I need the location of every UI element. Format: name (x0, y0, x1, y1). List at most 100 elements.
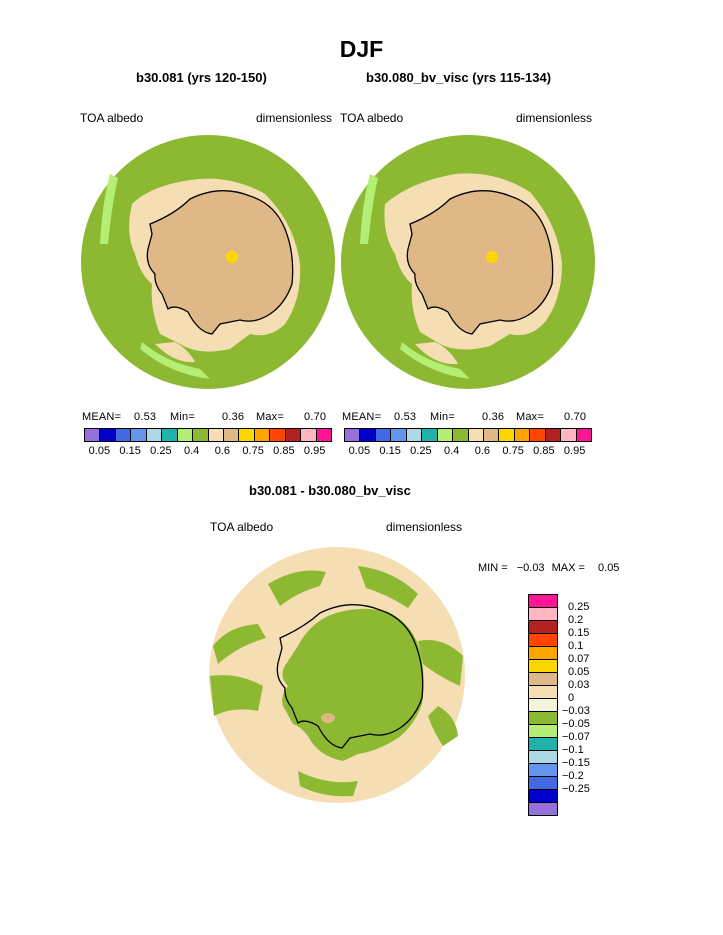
negative-difference-region (282, 608, 424, 761)
colorbar-tick-label: 0.25 (410, 445, 432, 457)
colorbar-swatch (529, 738, 557, 751)
light-green-patch (360, 174, 378, 244)
colorbar-swatch (131, 429, 147, 441)
colorbar-swatch (576, 429, 591, 441)
positive-difference-spot (321, 713, 335, 723)
antarctica-coastline (276, 604, 424, 749)
panel-1-units-label: dimensionless (256, 111, 333, 125)
panel-2-variable-label: TOA albedo (340, 111, 404, 125)
difference-variable-label: TOA albedo (210, 520, 274, 534)
colorbar-tick-label: 0.15 (568, 627, 590, 639)
colorbar-swatch (177, 429, 194, 441)
difference-title: b30.081 - b30.080_bv_visc (249, 483, 411, 498)
colorbar-tick-label: −0.15 (562, 757, 590, 769)
negative-difference-region (213, 624, 266, 664)
colorbar-swatch (223, 429, 240, 441)
colorbar-swatch (499, 429, 515, 441)
max-label: Max= (516, 411, 545, 423)
sea-ice-region (415, 342, 458, 365)
colorbar-tick-label: 0 (568, 692, 575, 704)
colorbar-tick-label: 0.4 (183, 445, 200, 457)
colorbar-swatch (375, 429, 392, 441)
negative-difference-region (418, 640, 463, 686)
max-label: MAX = (551, 562, 585, 574)
colorbar-swatch (360, 429, 376, 441)
min-value: 0.36 (222, 411, 245, 423)
colorbar-swatch (406, 429, 423, 441)
colorbar-swatch (529, 673, 557, 686)
min-value: 0.36 (482, 411, 505, 423)
colorbar-swatch (529, 803, 557, 815)
light-green-patch (140, 342, 210, 379)
colorbar-swatch (115, 429, 132, 441)
colorbar-tick-label: 0.6 (214, 445, 231, 457)
colorbar-swatch (422, 429, 438, 441)
colorbar-swatch (468, 429, 484, 441)
panel-1-variable-label: TOA albedo (80, 111, 144, 125)
difference-units-label: dimensionless (386, 520, 463, 534)
colorbar-swatch (529, 699, 557, 712)
min-label: Min= (170, 411, 195, 423)
colorbar-swatch (529, 647, 557, 660)
colorbar-swatch (316, 429, 331, 441)
colorbar-swatch (270, 429, 286, 441)
negative-difference-region (358, 566, 418, 608)
light-green-patch (400, 342, 470, 379)
colorbar-tick-label: −0.1 (562, 744, 584, 756)
difference-colorbar (528, 594, 558, 816)
colorbar-swatch (301, 429, 317, 441)
colorbar-tick-label: 0.05 (88, 445, 111, 457)
colorbar-swatch (162, 429, 178, 441)
colorbar-tick-label: 0.15 (119, 445, 141, 457)
colorbar-swatch (239, 429, 255, 441)
colorbar-swatch (529, 790, 557, 803)
colorbar-swatch (208, 429, 224, 441)
negative-difference-region (298, 771, 358, 797)
colorbar-tick-label: −0.2 (562, 770, 584, 782)
max-value: 0.05 (598, 562, 620, 574)
colorbar-swatch (530, 429, 546, 441)
colorbar-tick-label: −0.03 (562, 705, 590, 717)
panel-1-colorbar (84, 428, 332, 442)
colorbar-tick-label: 0.05 (348, 445, 371, 457)
light-green-patch (100, 174, 118, 244)
negative-difference-region (428, 706, 458, 746)
colorbar-swatch (453, 429, 469, 441)
negative-difference-region (268, 570, 326, 606)
max-value: 0.70 (304, 411, 327, 423)
colorbar-swatch (345, 429, 361, 441)
colorbar-tick-label: 0.75 (502, 445, 524, 457)
colorbar-tick-label: 0.25 (568, 601, 590, 613)
colorbar-tick-label: 0.85 (533, 445, 555, 457)
colorbar-tick-label: 0.95 (563, 445, 586, 457)
colorbar-tick-label: −0.25 (562, 783, 590, 795)
max-label: Max= (256, 411, 285, 423)
colorbar-swatch (529, 712, 557, 725)
colorbar-tick-label: 0.07 (568, 653, 590, 665)
difference-colorbar-ticks: 0.25 0.2 0.15 0.1 0.07 0.05 0.03 0 −0.03 −0.05 −0.… (562, 594, 622, 804)
mean-label: MEAN= (342, 411, 382, 423)
colorbar-tick-label: −0.05 (562, 718, 590, 730)
panel-2-map (341, 135, 595, 389)
colorbar-swatch (529, 777, 557, 790)
colorbar-swatch (529, 764, 557, 777)
colorbar-swatch (529, 660, 557, 673)
colorbar-tick-label: 0.85 (273, 445, 295, 457)
panel-2-colorbar-ticks: 0.05 0.15 0.25 0.4 0.6 0.75 0.85 0.95 (344, 445, 590, 459)
max-albedo-spot (486, 251, 498, 263)
colorbar-swatch (437, 429, 454, 441)
colorbar-swatch (529, 751, 557, 764)
colorbar-swatch (514, 429, 531, 441)
panel-2-subtitle: b30.080_bv_visc (yrs 115-134) (366, 70, 552, 85)
colorbar-tick-label: 0.03 (568, 679, 590, 691)
colorbar-swatch (545, 429, 562, 441)
colorbar-tick-label: 0.4 (443, 445, 460, 457)
sea-ice-region (155, 342, 195, 363)
min-label: MIN = (478, 562, 508, 574)
colorbar-tick-label: 0.05 (568, 666, 590, 678)
colorbar-tick-label: 0.6 (474, 445, 491, 457)
negative-difference-region (210, 675, 263, 716)
colorbar-swatch (529, 621, 557, 634)
colorbar-swatch (529, 595, 557, 608)
mean-value: 0.53 (394, 411, 417, 423)
